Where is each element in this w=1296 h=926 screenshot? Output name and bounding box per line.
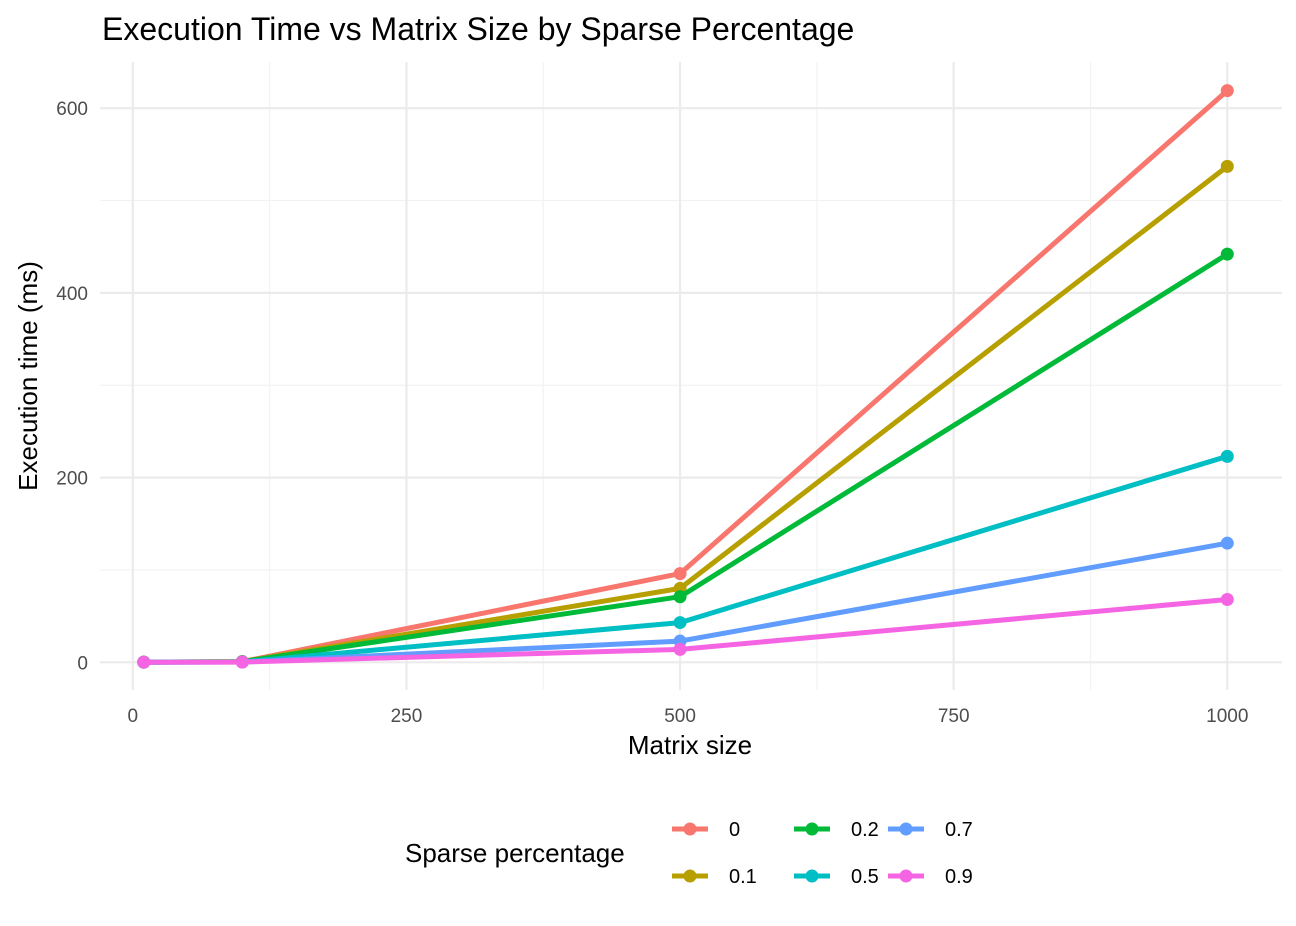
- data-point: [673, 590, 687, 604]
- legend-key-point: [805, 869, 819, 883]
- x-tick-label: 250: [391, 706, 423, 727]
- y-axis-ticks: 0 200 400 600: [56, 99, 88, 674]
- legend-item-0.9: 0.9: [888, 866, 973, 888]
- legend-label: 0.2: [851, 819, 879, 841]
- legend-item-0.7: 0.7: [888, 819, 973, 841]
- y-tick-label: 0: [77, 653, 88, 674]
- data-point: [235, 655, 249, 669]
- x-axis-ticks: 0 250 500 750 1000: [128, 706, 1249, 727]
- data-point: [1220, 247, 1234, 261]
- legend-key-point: [683, 822, 697, 836]
- legend-item-0.2: 0.2: [794, 819, 879, 841]
- legend-label: 0.7: [945, 819, 973, 841]
- series-line-0.5: [141, 453, 1230, 665]
- legend-item-0: 0: [672, 819, 740, 841]
- data-point: [137, 655, 151, 669]
- chart-title: Execution Time vs Matrix Size by Sparse …: [102, 11, 854, 47]
- legend-key-point: [899, 869, 913, 883]
- x-axis-title: Matrix size: [628, 730, 752, 760]
- y-tick-label: 400: [56, 284, 88, 305]
- data-point: [1220, 84, 1234, 98]
- legend-item-0.5: 0.5: [794, 866, 879, 888]
- y-axis-title: Execution time (ms): [13, 261, 43, 491]
- y-tick-label: 600: [56, 99, 88, 120]
- grid: [100, 62, 1282, 690]
- legend-key-point: [899, 822, 913, 836]
- legend-key-point: [683, 869, 697, 883]
- x-tick-label: 500: [664, 706, 696, 727]
- data-point: [1220, 449, 1234, 463]
- data-point: [1220, 592, 1234, 606]
- y-tick-label: 200: [56, 469, 88, 490]
- legend-item-0.1: 0.1: [672, 866, 757, 888]
- x-tick-label: 750: [938, 706, 970, 727]
- data-point: [673, 642, 687, 656]
- x-tick-label: 0: [128, 706, 139, 727]
- data-point: [1220, 159, 1234, 173]
- series-lines: [137, 84, 1234, 669]
- legend-key-point: [805, 822, 819, 836]
- data-point: [673, 567, 687, 581]
- data-point: [1220, 536, 1234, 550]
- legend-label: 0.1: [729, 866, 757, 888]
- legend-label: 0.9: [945, 866, 973, 888]
- x-tick-label: 1000: [1206, 706, 1248, 727]
- legend-label: 0: [729, 819, 740, 841]
- legend-label: 0.5: [851, 866, 879, 888]
- series-line-0.9: [141, 597, 1230, 665]
- legend-title: Sparse percentage: [405, 838, 625, 868]
- legend: Sparse percentage 0 0.1 0.2 0.5 0.7 0.9: [405, 819, 973, 888]
- series-line-0.2: [141, 251, 1230, 665]
- data-point: [673, 616, 687, 630]
